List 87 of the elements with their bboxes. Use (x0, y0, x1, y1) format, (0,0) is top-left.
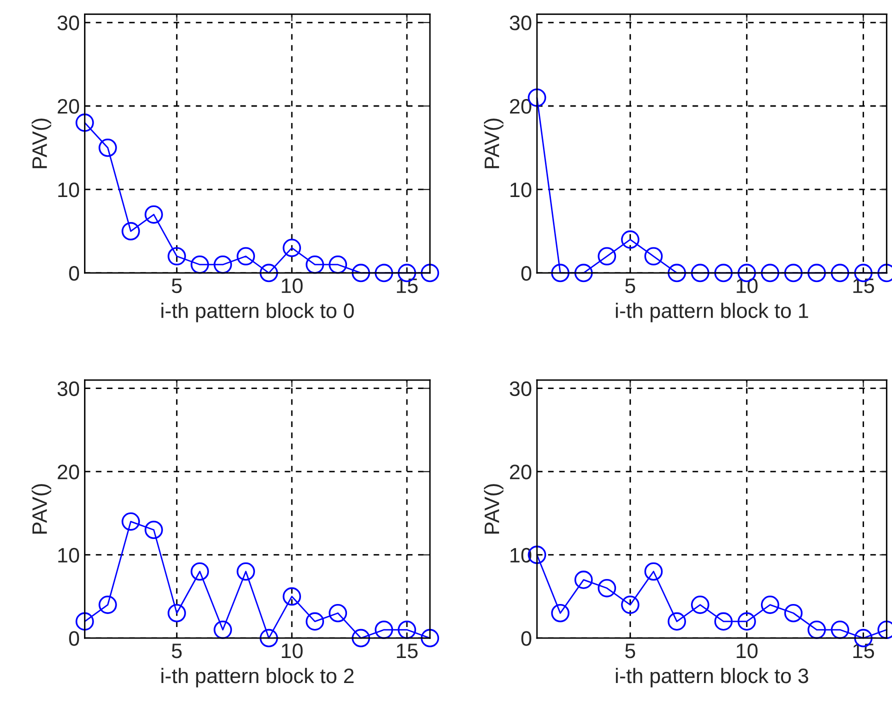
point (420, 628, 440, 648)
point (306, 612, 324, 631)
x-tick-label: 10 (282, 644, 303, 658)
point (282, 587, 302, 606)
y-tick-label: 20 (510, 99, 532, 114)
point (214, 255, 232, 274)
point (690, 596, 710, 614)
point (144, 520, 163, 540)
point (621, 596, 640, 614)
y-tick-label: 10 (510, 182, 532, 198)
point (374, 620, 394, 639)
point (760, 596, 780, 614)
point (714, 264, 733, 282)
point (328, 604, 348, 622)
point (398, 620, 416, 639)
y-tick-label: 0 (521, 266, 532, 281)
x-axis-title: i-th pattern block to 2 (161, 668, 354, 688)
point (830, 264, 850, 282)
point (714, 612, 733, 631)
x-tick-label: 10 (736, 644, 758, 658)
point (760, 264, 780, 282)
point (214, 620, 232, 639)
point (808, 264, 826, 282)
x-axis-title: i-th pattern block to 1 (616, 302, 808, 322)
point (236, 247, 256, 266)
point (168, 604, 186, 622)
point (551, 264, 570, 282)
point (260, 628, 278, 648)
point (738, 612, 756, 631)
point (808, 620, 826, 639)
x-tick-label: 5 (625, 278, 636, 294)
point (574, 570, 593, 589)
point (352, 628, 370, 648)
point (574, 264, 593, 282)
y-tick-label: 20 (510, 464, 532, 480)
y-tick-label: 20 (58, 99, 80, 114)
x-tick-label: 5 (172, 644, 182, 658)
y-axis-title: PAV() (484, 484, 504, 534)
point (76, 114, 94, 132)
point (144, 205, 163, 224)
point (784, 264, 803, 282)
point (690, 264, 710, 282)
x-axis-title: i-th pattern block to 0 (161, 302, 354, 322)
point (598, 247, 616, 266)
point (282, 238, 302, 258)
point (190, 562, 209, 581)
y-tick-label: 30 (58, 381, 80, 396)
x-tick-label: 5 (172, 278, 182, 294)
point (190, 255, 209, 274)
point (168, 247, 186, 266)
point (374, 264, 394, 282)
point (352, 264, 370, 282)
y-tick-label: 0 (521, 631, 532, 646)
point (260, 264, 278, 282)
y-tick-label: 20 (58, 464, 80, 480)
point (328, 255, 348, 274)
point (644, 247, 663, 266)
y-tick-label: 30 (58, 16, 80, 30)
point (306, 255, 324, 274)
x-tick-label: 10 (282, 278, 303, 294)
point (76, 612, 94, 631)
y-axis-title: PAV() (32, 118, 52, 168)
point (644, 562, 663, 581)
y-tick-label: 30 (510, 16, 532, 30)
y-tick-label: 30 (510, 381, 532, 396)
x-tick-label: 5 (625, 644, 636, 658)
point (668, 264, 686, 282)
point (784, 604, 803, 622)
point (551, 604, 570, 622)
x-axis-title: i-th pattern block to 3 (616, 668, 808, 688)
point (621, 230, 640, 249)
point (122, 512, 140, 531)
y-tick-label: 0 (69, 631, 80, 646)
point (98, 596, 117, 614)
y-tick-label: 0 (69, 266, 80, 281)
point (98, 138, 117, 157)
point (830, 620, 850, 639)
point (236, 562, 256, 581)
y-axis-title: PAV() (32, 484, 52, 534)
point (598, 578, 616, 598)
point (668, 612, 686, 631)
point (420, 264, 440, 282)
y-axis-title: PAV() (484, 118, 504, 168)
y-tick-label: 10 (58, 182, 80, 198)
x-tick-label: 15 (396, 644, 418, 658)
y-tick-label: 10 (58, 548, 80, 563)
point (122, 222, 140, 240)
